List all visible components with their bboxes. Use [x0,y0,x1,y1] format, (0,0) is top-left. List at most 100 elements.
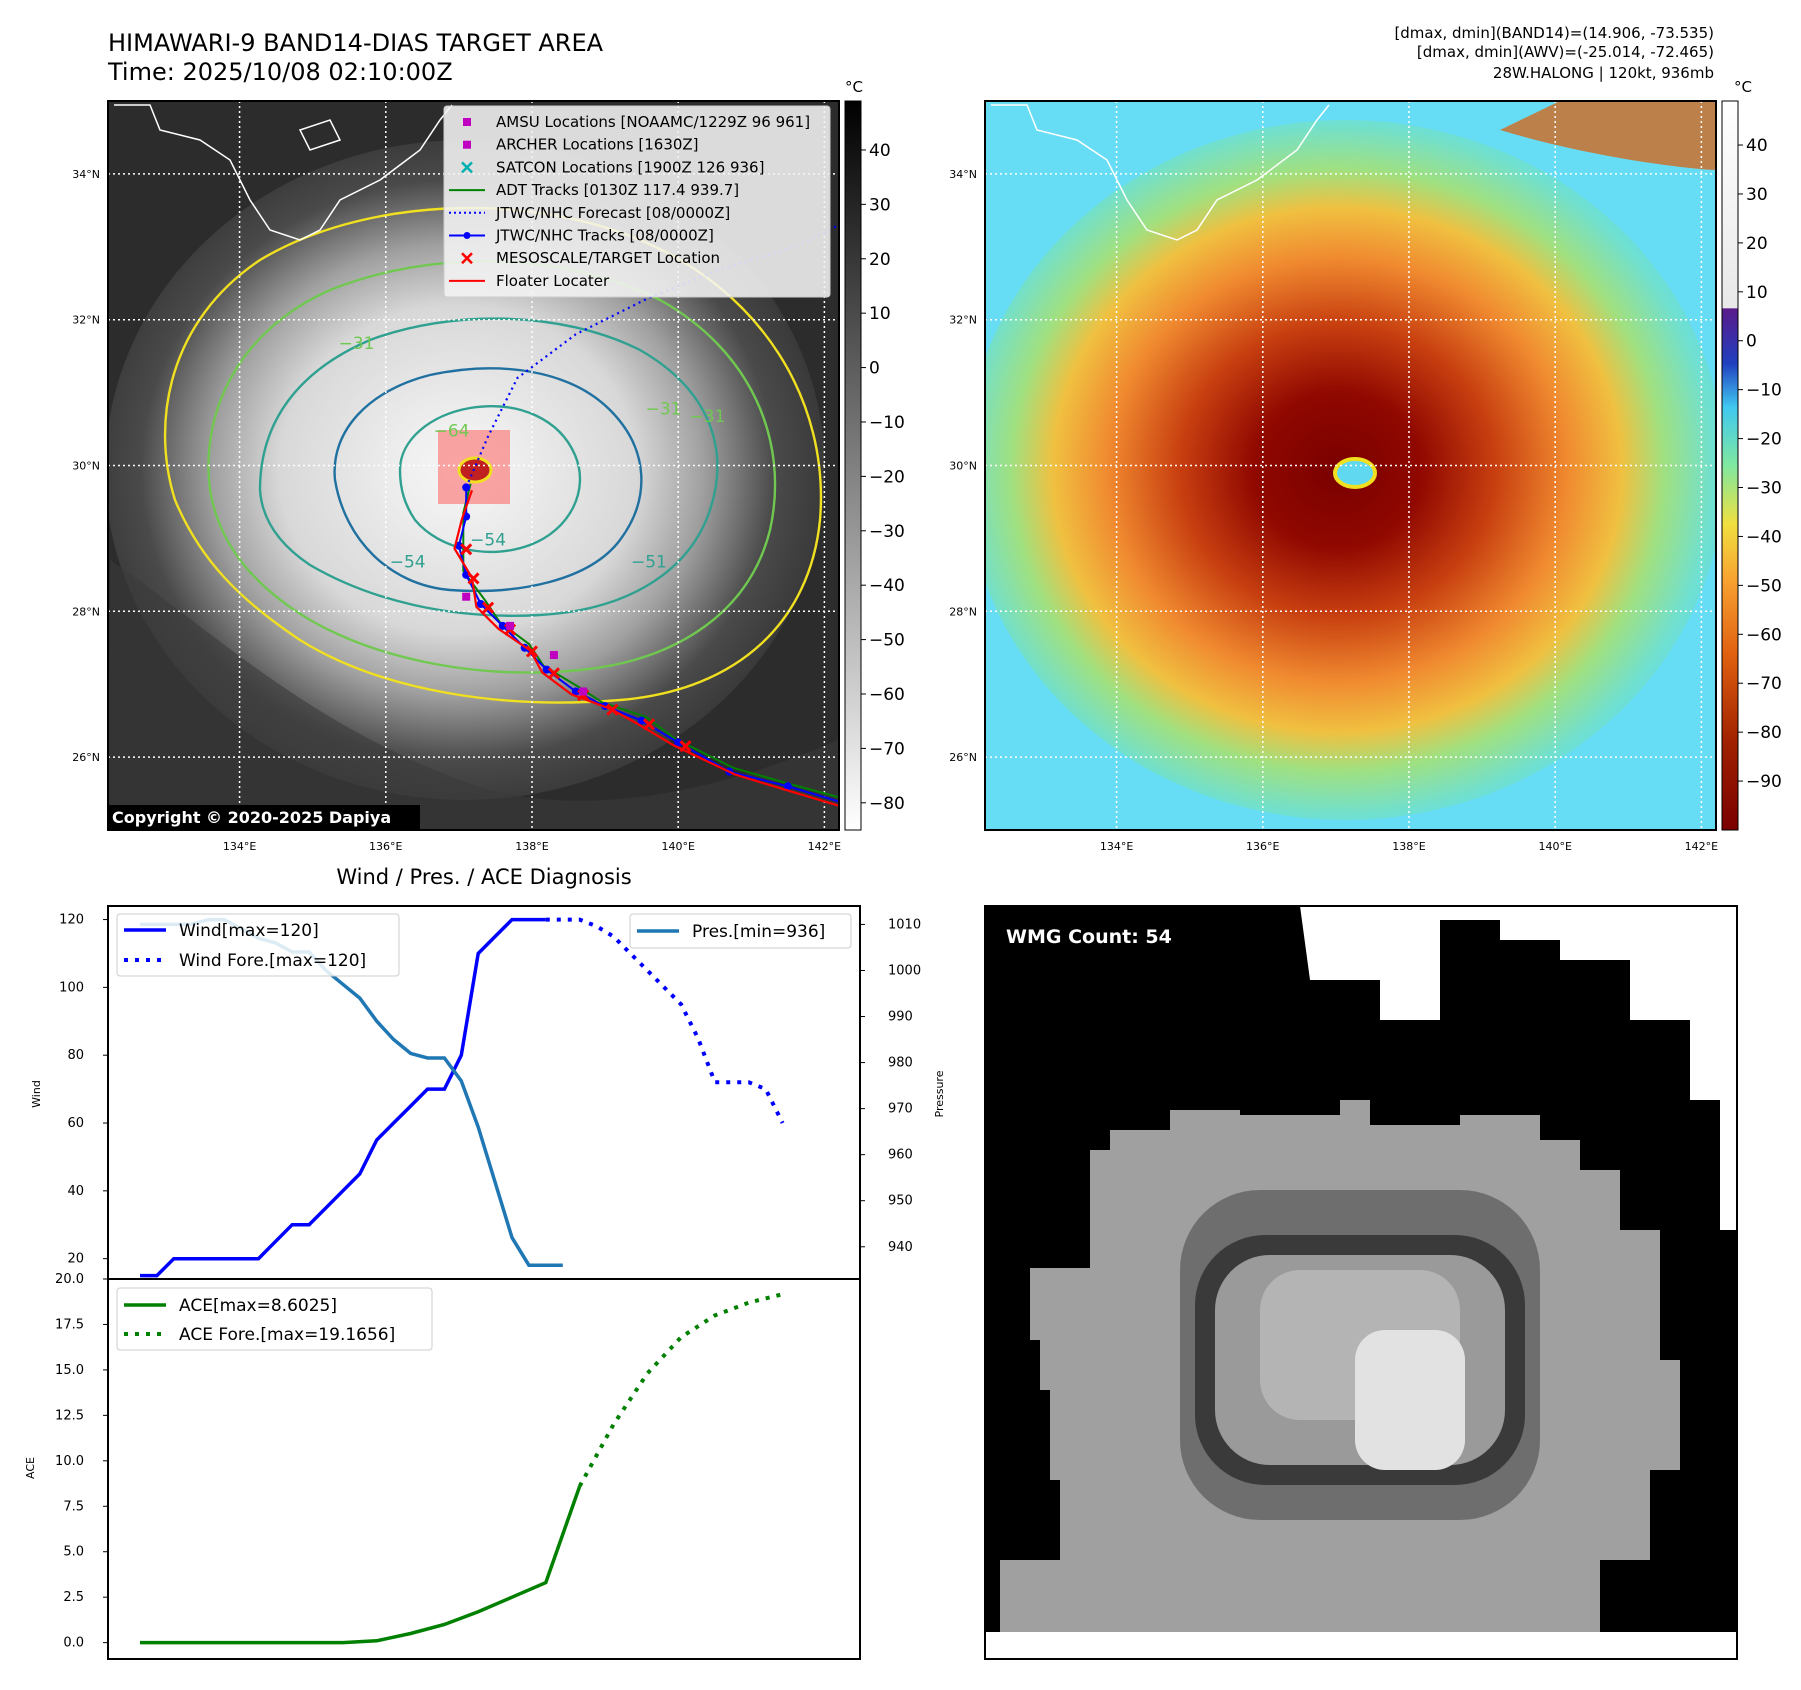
colorbar-tick-label: −70 [1746,674,1782,694]
lat-tick-label: 32°N [949,314,977,327]
right-colorbar: °C 40 30 20 10 0 −10 −20 −30 −40 −50 −60 −70 −80 −90 [1721,78,1782,831]
lon-tick-label: 140°E [661,840,694,853]
colorbar-tick-label: −70 [869,739,905,759]
ace-tick-label: 20.0 [55,1272,84,1287]
ace-legend: ACE[max=8.6025] ACE Fore.[max=19.1656] [116,1287,433,1351]
legend-label: SATCON Locations [1900Z 126 936] [496,158,764,176]
info-storm: 28W.HALONG | 120kt, 936mb [1493,64,1714,82]
wind-tick-label: 120 [59,913,84,928]
colorbar-tick-label: −40 [869,576,905,596]
mesoscale-marker [482,601,495,614]
coastline-japan [114,104,453,241]
figure-time: Time: 2025/10/08 02:10:00Z [107,58,453,86]
lat-tick-label: 26°N [72,751,100,764]
colorbar-tick-label: −20 [869,467,905,487]
contour-label: −31 [339,334,375,354]
map-legend: AMSU Locations [NOAAMC/1229Z 96 961] ARCH… [443,105,831,298]
colorbar-tick-label: −50 [1746,576,1782,596]
legend-label: AMSU Locations [NOAAMC/1229Z 96 961] [496,113,810,131]
right-map-frame [984,100,1717,831]
mesoscale-marker [467,572,480,585]
left-map-lon-labels: 134°E 136°E 138°E 140°E 142°E [223,840,841,853]
wind-tick-label: 60 [67,1116,84,1131]
colorbar-tick-label: −10 [1746,381,1782,401]
jtwc-track-point [542,665,551,674]
jtwc-track-point [454,541,463,550]
mesoscale-marker [525,645,539,658]
left-map-panel: −31 −54 −64 −54 −31 −51 −31 Copyright © 2020-2… [72,100,938,863]
jtwc-track-point [637,716,646,725]
colorbar-tick-label: 10 [869,304,891,324]
colorbar-tick-label: −60 [1746,625,1782,645]
wind-forecast-series-line [545,917,785,1124]
lon-tick-label: 136°E [369,840,402,853]
lon-tick-label: 138°E [1392,840,1425,853]
wmg-frame [984,905,1738,1660]
wmg-gray-fleck [1090,1150,1100,1160]
jtwc-track-point [674,738,683,747]
amsu-location-marker [549,651,558,660]
wind-legend-label: Wind[max=120] [179,921,319,941]
wind-ylabel: Wind [30,1080,43,1108]
colorbar-tick-label: −80 [869,794,905,814]
legend-square-swatch [463,118,471,126]
ace-fore-legend-label: ACE Fore.[max=19.1656] [179,1325,395,1345]
colorbar-tick-label: 10 [1746,283,1768,303]
contour-label: −54 [470,531,506,551]
lon-tick-label: 142°E [808,840,841,853]
right-map-panel: 34°N 32°N 30°N 28°N 26°N 134°E 136°E 138°E 140°… [949,100,1718,853]
left-map-lat-labels: 34°N 32°N 30°N 28°N 26°N [72,168,100,764]
pressure-tick-label: 1000 [888,963,921,978]
pressure-legend-label: Pres.[min=936] [692,922,825,942]
amsu-location-marker [462,592,471,601]
colorbar-tick-label: −80 [1746,723,1782,743]
pressure-legend: Pres.[min=936] [629,913,852,949]
lat-tick-label: 28°N [72,605,100,618]
wmg-white-region [1300,906,1737,1230]
lon-tick-label: 134°E [1100,840,1133,853]
wmg-eye-highlight [1355,1330,1465,1470]
coastline-island [298,119,342,151]
figure-title: HIMAWARI-9 BAND14-DIAS TARGET AREA [108,29,604,57]
storm-eye-ir [1333,457,1377,489]
ace-tick-label: 2.5 [63,1590,84,1605]
colorbar-tick-label: 0 [869,359,880,379]
legend-label: ARCHER Locations [1630Z] [496,136,699,154]
wind-fore-legend-label: Wind Fore.[max=120] [179,951,366,971]
pressure-tick-label: 980 [888,1056,913,1071]
ace-legend-label: ACE[max=8.6025] [179,1296,337,1316]
contour-label: −51 [631,553,667,573]
pressure-tick-label: 1010 [888,917,921,932]
wind-tick-label: 100 [59,980,84,995]
jtwc-track-point [498,621,507,630]
colorbar-tick-label: 40 [869,141,891,161]
lat-tick-label: 34°N [949,168,977,181]
wind-pressure-panel: 120 100 80 60 40 20 1010 1000 990 980 970 960 950 94… [30,905,946,1280]
wind-tick-label: 20 [67,1252,84,1267]
right-colorbar-unit: °C [1734,78,1752,96]
legend-label: JTWC/NHC Tracks [08/0000Z] [495,227,714,245]
contour-label: −31 [646,399,682,419]
contour-blue [333,367,643,593]
ace-tick-label: 12.5 [55,1408,84,1423]
jtwc-track-point [930,855,938,863]
map-legend-box [443,105,831,298]
contour-yellow [163,206,823,704]
colorbar-tick-label: 0 [1746,332,1757,352]
lon-tick-label: 138°E [515,840,548,853]
right-colorbar-bar [1721,100,1739,831]
ace-legend-box [116,1287,433,1351]
colorbar-tick-label: 30 [869,195,891,215]
pressure-tick-label: 960 [888,1148,913,1163]
legend-label: MESOSCALE/TARGET Location [496,249,720,267]
wmg-bottom-strip [985,1632,1737,1659]
pressure-tick-label: 950 [888,1194,913,1209]
wmg-count-label: WMG Count: 54 [1006,926,1172,948]
jtwc-track-point [476,600,485,609]
ace-tick-label: 15.0 [55,1363,84,1378]
contour-teal [258,317,719,617]
ace-tick-label: 5.0 [63,1545,84,1560]
info-band14: [dmax, dmin](BAND14)=(14.906, -73.535) [1394,24,1714,42]
colorbar-tick-label: 40 [1746,136,1768,156]
contour-labels: −31 −54 −64 −54 −31 −51 −31 [339,334,726,573]
